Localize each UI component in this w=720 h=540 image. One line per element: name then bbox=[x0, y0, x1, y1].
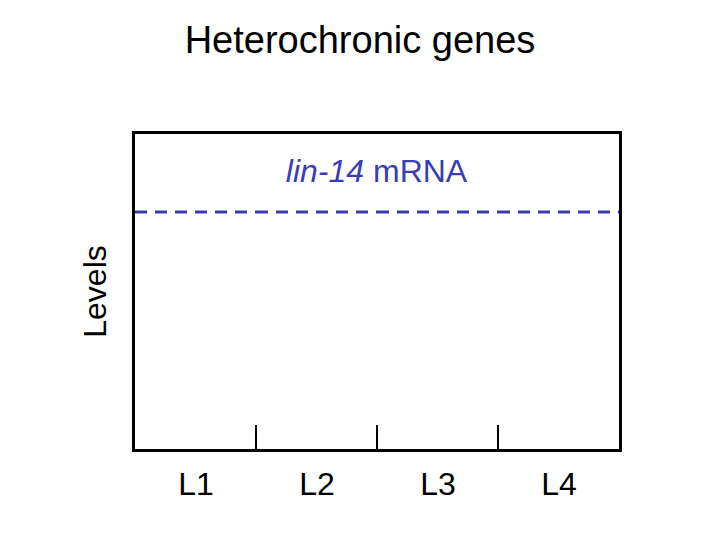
svg-text:L4: L4 bbox=[541, 466, 577, 502]
svg-text:L3: L3 bbox=[420, 466, 456, 502]
svg-text:L2: L2 bbox=[299, 466, 335, 502]
svg-text:L1: L1 bbox=[178, 466, 214, 502]
svg-text:Levels: Levels bbox=[77, 245, 113, 338]
svg-text:lin-14 mRNA: lin-14 mRNA bbox=[286, 153, 468, 189]
html-text:Heterochronic genes: Heterochronic genes bbox=[184, 19, 536, 61]
